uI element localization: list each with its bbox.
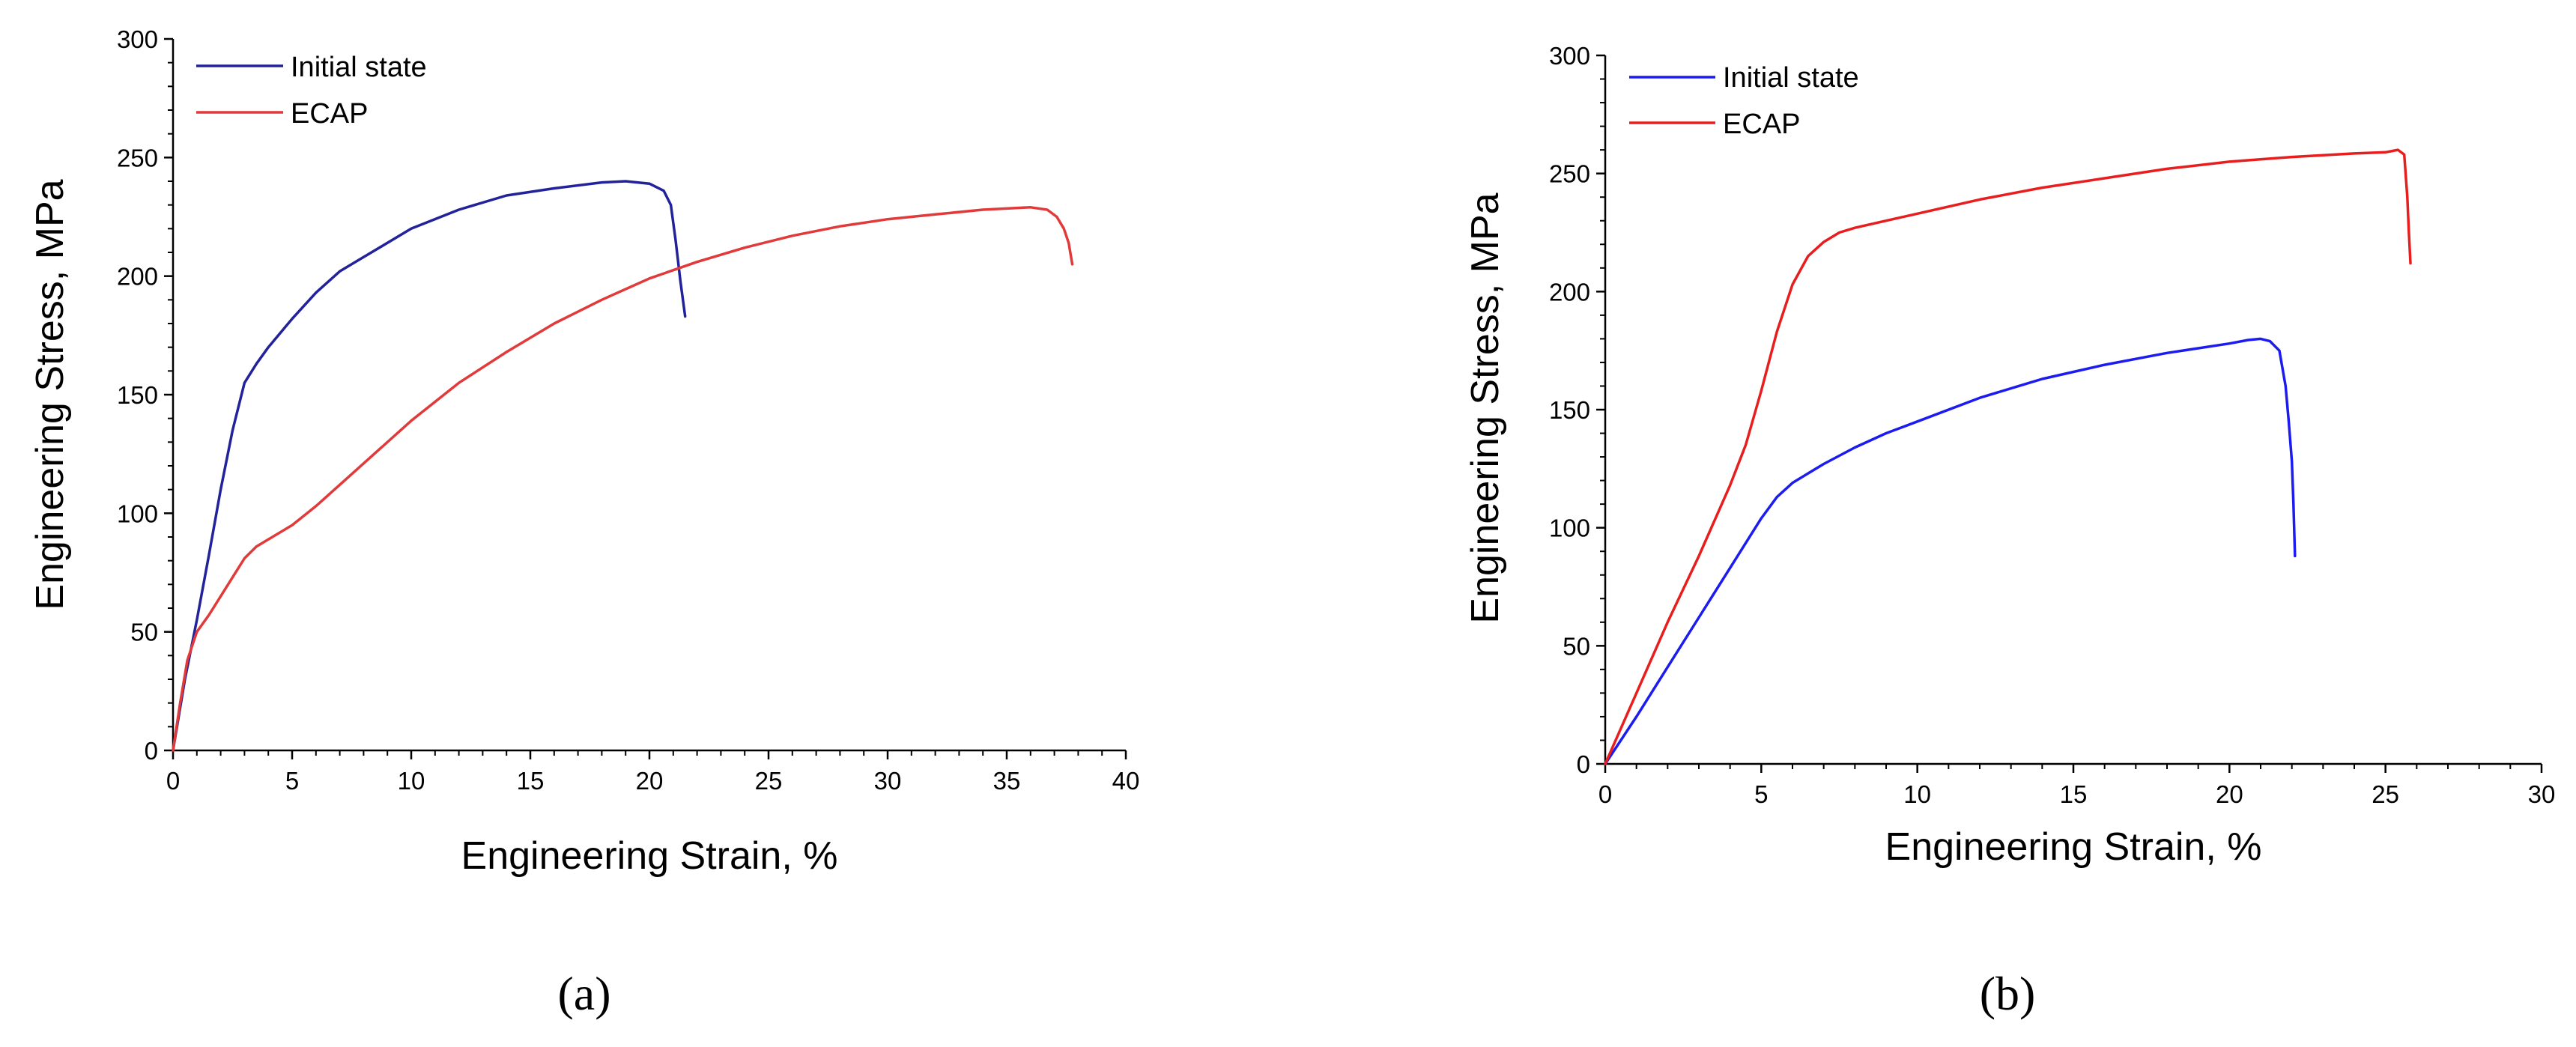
x-tick-label: 0 xyxy=(1598,780,1612,808)
legend-label-initial-state: Initial state xyxy=(1723,62,1859,94)
panel-b-caption: (b) xyxy=(1980,967,2036,1020)
panel-a-legend: Initial state ECAP xyxy=(196,52,427,130)
panel-b-y-grid-ticks: 0 50 100 150 200 250 300 xyxy=(1549,42,1605,778)
x-tick-label: 5 xyxy=(1754,780,1768,808)
panel-a-x-grid-ticks: 0 5 10 15 20 25 30 35 40 xyxy=(166,750,1140,795)
x-tick-label: 15 xyxy=(517,767,545,795)
y-tick-label: 50 xyxy=(130,619,158,646)
panel-b-x-grid-ticks: 0 5 10 15 20 25 30 xyxy=(1598,764,2556,808)
x-tick-label: 20 xyxy=(636,767,664,795)
y-tick-label: 0 xyxy=(145,737,158,765)
panel-a-series xyxy=(172,180,1074,752)
x-tick-label: 35 xyxy=(993,767,1021,795)
panel-a-y-axis-title: Engineering Stress, MPa xyxy=(28,179,72,610)
y-tick-label: 300 xyxy=(1549,42,1590,70)
panel-a-caption: (a) xyxy=(557,967,610,1020)
y-tick-label: 100 xyxy=(1549,515,1590,542)
y-tick-label: 250 xyxy=(1549,160,1590,188)
x-tick-label: 10 xyxy=(398,767,425,795)
panel-b: 0 50 100 150 200 250 300 0 5 10 15 20 25 30 Initial … xyxy=(1464,42,2555,1020)
x-tick-label: 40 xyxy=(1112,767,1140,795)
x-tick-label: 10 xyxy=(1903,780,1931,808)
y-tick-label: 150 xyxy=(1549,396,1590,424)
panel-b-y-axis-title: Engineering Stress, MPa xyxy=(1464,192,1507,623)
x-tick-label: 30 xyxy=(874,767,902,795)
legend-label-initial-state: Initial state xyxy=(291,52,427,83)
y-tick-label: 200 xyxy=(117,263,158,291)
y-tick-label: 150 xyxy=(117,381,158,409)
x-tick-label: 20 xyxy=(2216,780,2243,808)
panel-a-x-axis-title: Engineering Strain, % xyxy=(461,834,838,878)
panel-a-y-grid-ticks: 0 50 100 150 200 250 300 xyxy=(117,25,173,765)
panel-b-x-axis-title: Engineering Strain, % xyxy=(1885,825,2262,869)
x-tick-label: 30 xyxy=(2528,780,2556,808)
series-line-ecap xyxy=(1604,148,2412,765)
legend-label-ecap: ECAP xyxy=(291,98,368,130)
y-tick-label: 0 xyxy=(1577,750,1590,778)
y-tick-label: 300 xyxy=(117,25,158,53)
x-tick-label: 0 xyxy=(166,767,180,795)
panel-a: 0 50 100 150 200 250 300 0 5 10 15 20 25 30 35 40 Init… xyxy=(28,25,1139,1020)
series-line-initial-state xyxy=(172,180,687,752)
series-line-ecap xyxy=(172,206,1074,752)
y-tick-label: 200 xyxy=(1549,278,1590,306)
x-tick-label: 5 xyxy=(285,767,299,795)
y-tick-label: 250 xyxy=(117,144,158,172)
x-tick-label: 25 xyxy=(755,767,783,795)
panel-b-series xyxy=(1604,148,2412,765)
y-tick-label: 50 xyxy=(1563,632,1590,660)
panel-b-legend: Initial state ECAP xyxy=(1629,62,1859,140)
x-tick-label: 15 xyxy=(2060,780,2088,808)
x-tick-label: 25 xyxy=(2372,780,2399,808)
legend-label-ecap: ECAP xyxy=(1723,109,1800,140)
y-tick-label: 100 xyxy=(117,500,158,527)
series-line-initial-state xyxy=(1604,337,2297,765)
